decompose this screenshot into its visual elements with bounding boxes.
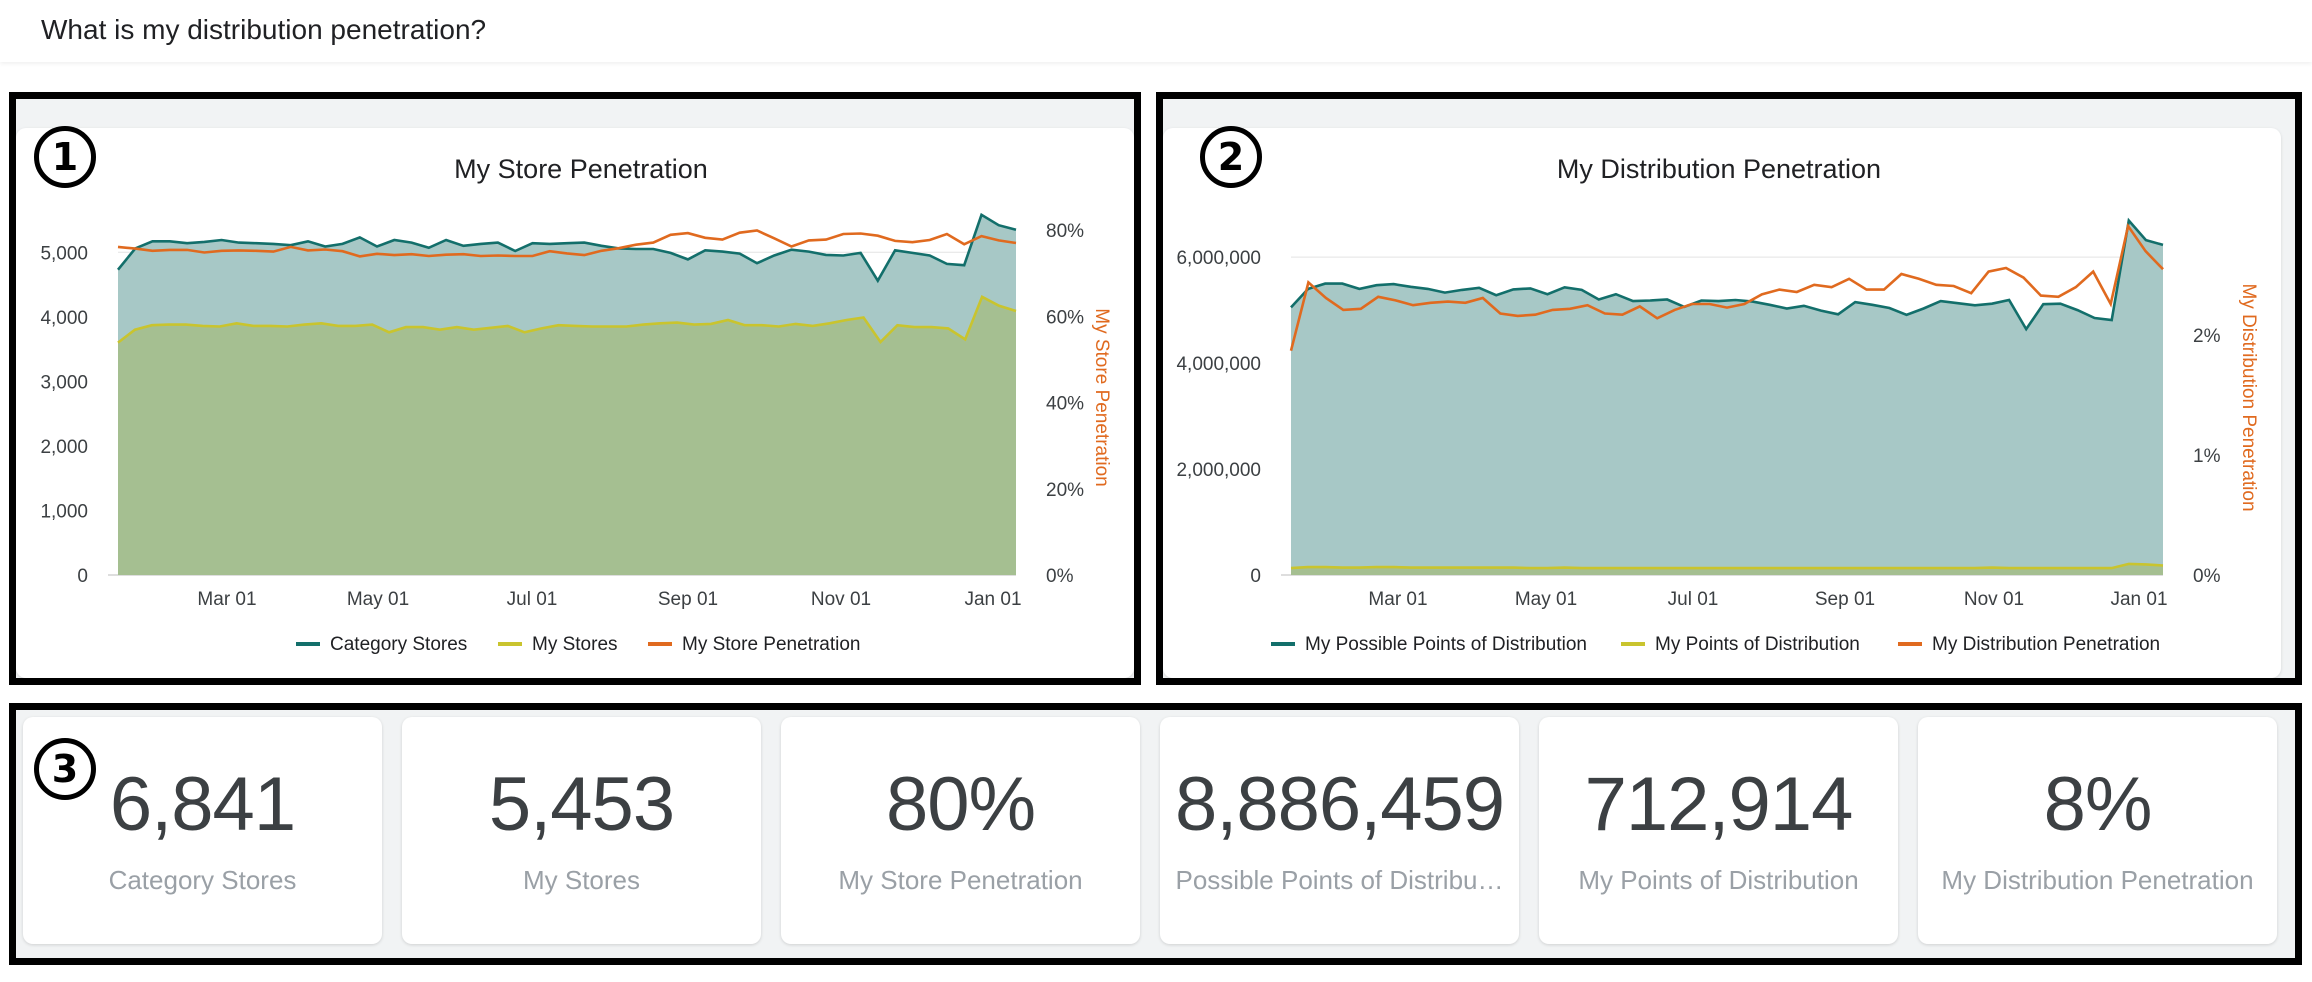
y2-tick-label: 20% — [1046, 480, 1084, 501]
chart-title: My Distribution Penetration — [1557, 154, 1881, 184]
y-tick-label: 3,000 — [40, 372, 88, 393]
legend-label: My Possible Points of Distribution — [1305, 634, 1587, 655]
y2-tick-label: 60% — [1046, 307, 1084, 328]
x-tick-label: Jul 01 — [1668, 589, 1719, 610]
y-tick-label: 0 — [1250, 566, 1261, 587]
y-tick-label: 4,000,000 — [1176, 354, 1261, 375]
x-tick-label: Sep 01 — [1815, 589, 1875, 610]
kpi-label: Possible Points of Distribu… — [1175, 865, 1504, 895]
area-my-stores — [118, 296, 1016, 575]
legend-label: Category Stores — [330, 634, 467, 655]
legend-label: My Distribution Penetration — [1932, 634, 2160, 655]
kpi-card-my-stores: 5,453 My Stores — [402, 717, 761, 944]
legend-label: My Stores — [532, 634, 618, 655]
x-tick-label: Mar 01 — [1368, 589, 1427, 610]
y2-axis-title: My Store Penetration — [1091, 308, 1112, 486]
x-tick-label: Jan 01 — [964, 589, 1021, 610]
legend-label: My Points of Distribution — [1655, 634, 1860, 655]
y2-tick-label: 2% — [2193, 326, 2221, 347]
line-my-points-of-distribution — [1290, 562, 2164, 570]
x-tick-label: Nov 01 — [1964, 589, 2024, 610]
section-badge-1: 1 — [34, 126, 96, 188]
y-tick-label: 0 — [77, 566, 88, 587]
x-tick-label: Nov 01 — [811, 589, 871, 610]
x-tick-label: May 01 — [1515, 589, 1577, 610]
kpi-card-my-points: 712,914 My Points of Distribution — [1539, 717, 1898, 944]
x-tick-label: May 01 — [347, 589, 409, 610]
kpi-label: My Distribution Penetration — [1941, 865, 2254, 895]
area-my-possible-points-of-distribution — [1291, 220, 2163, 575]
line-my-store-penetration — [117, 229, 1017, 258]
kpi-label: My Points of Distribution — [1578, 865, 1859, 895]
kpi-label: My Stores — [522, 865, 641, 895]
section-badge-2: 2 — [1200, 126, 1262, 188]
kpi-label: My Store Penetration — [838, 865, 1083, 895]
kpi-card-my-store-penetration: 80% My Store Penetration — [781, 717, 1140, 944]
y-tick-label: 2,000,000 — [1176, 460, 1261, 481]
y2-tick-label: 0% — [2193, 566, 2221, 587]
kpi-card-category-stores: 6,841 Category Stores — [23, 717, 382, 944]
y-tick-label: 1,000 — [40, 501, 88, 522]
line-my-possible-points-of-distribution — [1290, 217, 2164, 332]
line-my-distribution-penetration — [1289, 222, 2164, 352]
y2-axis-title: My Distribution Penetration — [2238, 283, 2259, 511]
x-tick-label: Mar 01 — [197, 589, 256, 610]
kpi-value: 80% — [885, 762, 1036, 847]
x-tick-label: Jan 01 — [2110, 589, 2167, 610]
kpi-value: 8,886,459 — [1174, 762, 1505, 847]
distribution-penetration-card: My Distribution Penetration 0 2,000,000 4,0… — [1163, 128, 2281, 678]
page-header: What is my distribution penetration? — [0, 0, 2312, 62]
y-tick-label: 2,000 — [40, 437, 88, 458]
line-category-stores — [116, 212, 1017, 284]
x-tick-label: Sep 01 — [658, 589, 718, 610]
kpi-card-possible-points: 8,886,459 Possible Points of Distribu… — [1160, 717, 1519, 944]
page-question: What is my distribution penetration? — [41, 14, 487, 45]
y-tick-label: 5,000 — [40, 243, 88, 264]
line-my-stores — [117, 294, 1017, 345]
kpi-card-my-distribution-penetration: 8% My Distribution Penetration — [1918, 717, 2277, 944]
kpi-value: 6,841 — [109, 762, 296, 847]
y-tick-label: 6,000,000 — [1176, 248, 1261, 269]
area-my-points-of-distribution — [1291, 563, 2163, 575]
y2-tick-label: 80% — [1046, 221, 1084, 242]
x-tick-label: Jul 01 — [507, 589, 558, 610]
distribution-penetration-chart: My Distribution Penetration 0 2,000,000 4,0… — [1176, 154, 2259, 655]
y-tick-label: 4,000 — [40, 308, 88, 329]
kpi-label: Category Stores — [108, 865, 297, 895]
kpi-value: 712,914 — [1584, 762, 1854, 847]
kpi-value: 5,453 — [488, 762, 675, 847]
store-penetration-card: My Store Penetration 0 1,000 2,000 3,000 4,00… — [16, 128, 1134, 678]
kpi-value: 8% — [2043, 762, 2153, 847]
y2-tick-label: 1% — [2193, 446, 2221, 467]
legend-label: My Store Penetration — [682, 634, 860, 655]
y2-tick-label: 40% — [1046, 394, 1084, 415]
y2-tick-label: 0% — [1046, 566, 1074, 587]
store-penetration-chart: My Store Penetration 0 1,000 2,000 3,000 4,00… — [40, 154, 1112, 655]
section-badge-3: 3 — [34, 738, 96, 800]
chart-title: My Store Penetration — [454, 154, 708, 184]
